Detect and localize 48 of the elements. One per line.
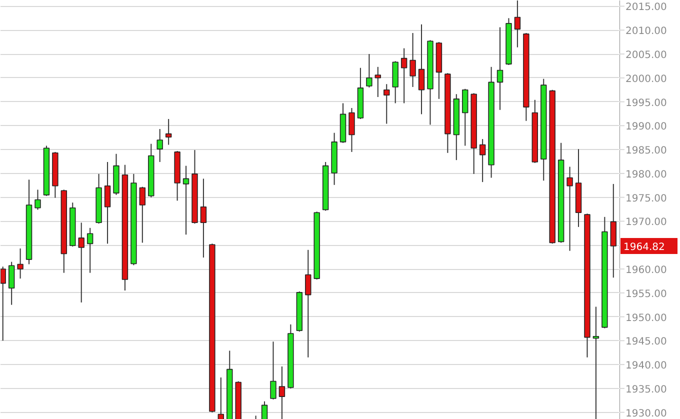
y-tick-label: 1945.00 — [626, 336, 667, 348]
y-tick-label: 1930.00 — [626, 408, 667, 419]
candlestick — [78, 222, 84, 303]
candlestick — [165, 118, 172, 146]
candlestick — [566, 166, 573, 252]
y-tick-label: 1995.00 — [626, 98, 667, 109]
candlestick — [496, 26, 504, 110]
y-tick-label: 2015.00 — [626, 2, 667, 14]
candlestick — [348, 107, 355, 152]
candlestick — [305, 249, 312, 358]
y-tick-label: 1935.00 — [626, 384, 667, 396]
candlestick — [17, 248, 24, 280]
y-tick-label: 1950.00 — [626, 312, 667, 324]
candlestick — [418, 24, 425, 115]
candlestick — [479, 138, 486, 183]
y-tick-label: 1980.00 — [626, 169, 667, 180]
candlestick — [400, 48, 408, 104]
candlestick — [218, 376, 224, 419]
y-tick-label: 1990.00 — [626, 122, 667, 133]
candlestick — [261, 400, 268, 419]
candlestick — [104, 161, 111, 244]
y-tick-label: 1960.00 — [626, 265, 667, 276]
y-tick-label: 2000.00 — [626, 74, 667, 85]
candlestick — [462, 88, 468, 146]
text: 1964.82 — [624, 242, 665, 253]
candlestick — [200, 178, 207, 258]
candlestick — [514, 0, 521, 48]
y-tick-label: 1940.00 — [626, 360, 667, 372]
y-tick-label: 1975.00 — [626, 193, 667, 204]
candlestick — [278, 366, 286, 419]
candlestick — [34, 189, 41, 210]
y-tick-label: 1955.00 — [626, 288, 667, 300]
y-tick-label: 1985.00 — [626, 146, 667, 157]
candlestick — [366, 54, 372, 88]
candlestick — [156, 128, 163, 162]
y-tick-label: 2005.00 — [626, 50, 667, 62]
y-tick-label: 2010.00 — [626, 26, 667, 38]
candlestick — [182, 165, 190, 236]
candlestick — [374, 66, 382, 98]
y-tick-label: 1970.00 — [626, 217, 667, 228]
candlestick — [410, 32, 416, 88]
candlestick — [0, 266, 6, 342]
candlestick — [270, 341, 276, 400]
candlestick — [384, 84, 390, 124]
candlestick — [139, 186, 146, 244]
candlestick — [8, 261, 15, 306]
candlestick — [86, 227, 94, 274]
candlestick — [592, 306, 600, 419]
